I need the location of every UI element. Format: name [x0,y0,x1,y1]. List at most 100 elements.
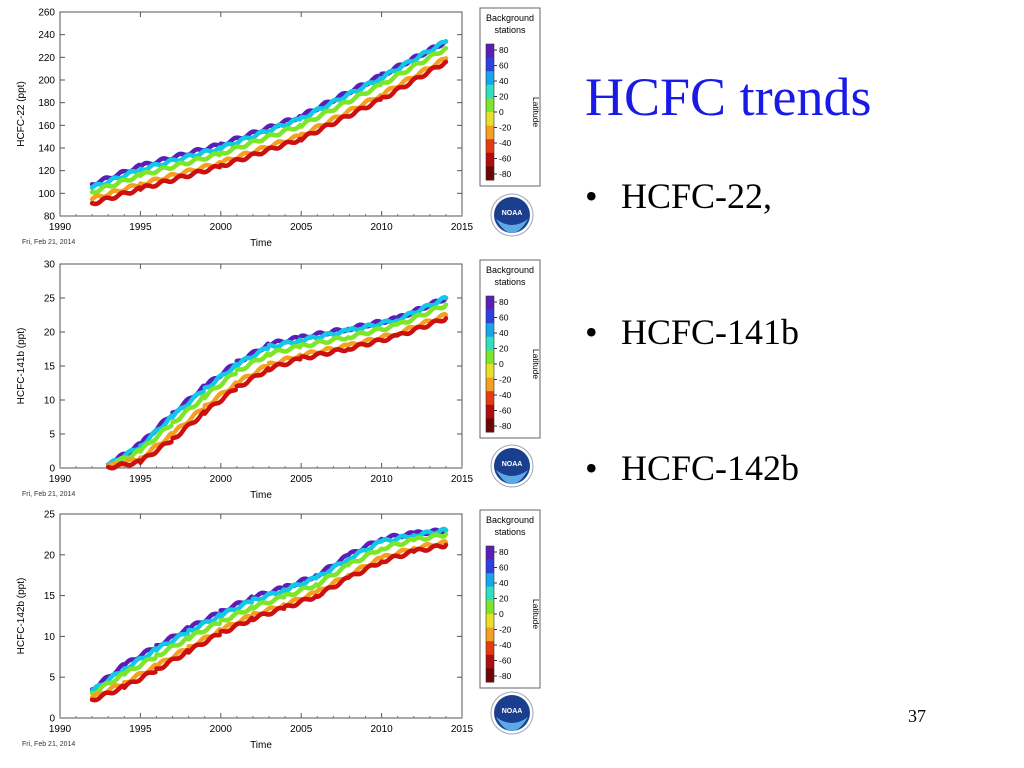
data-point [443,528,449,533]
colorbar-segment [486,84,494,99]
data-point [169,423,174,429]
x-tick-label: 2010 [370,222,393,233]
data-point [443,56,449,61]
colorbar-tick-label: -60 [499,656,512,666]
x-tick-label: 2005 [290,724,313,735]
data-point [443,312,449,318]
data-series-3 [89,532,449,696]
x-tick-label: 1990 [49,222,72,233]
colorbar-segment [486,546,494,561]
y-tick-label: 260 [38,8,55,19]
colorbar-tick-label: 40 [499,578,509,588]
y-tick-label: 5 [49,430,55,441]
colorbar-tick-label: -80 [499,421,512,431]
plot-frame [59,11,463,217]
legend-title-line1: Background [486,515,534,525]
chart-hcfc142b: 1990 1995 2000 2005 2010 20150510152025TimeHC… [16,509,541,751]
colorbar-tick-label: -60 [499,406,512,416]
y-tick-label: 25 [44,294,56,305]
x-tick-label: 2000 [210,474,233,485]
colorbar-segment [486,364,494,379]
legend: Backgroundstations806040200-20-40-60-80L… [479,259,541,439]
y-tick-label: 0 [49,714,55,725]
colorbar-segment [486,404,494,419]
date-stamp: Fri, Feb 21, 2014 [22,239,75,246]
colorbar-tick-label: 60 [499,61,509,71]
legend-title-line1: Background [486,265,534,275]
y-axis-label: HCFC-22 (ppt) [16,81,27,147]
x-tick-label: 2005 [290,222,313,233]
y-tick-label: 20 [44,328,56,339]
colorbar-segment [486,586,494,601]
y-tick-label: 5 [49,673,55,684]
chart-panel-hcfc141b: 1990 1995 2000 2005 2010 2015 0 5 10 15 20 25 30 Time… [0,256,545,508]
y-tick-label: 15 [44,362,56,373]
colorbar-tick-label: 0 [499,107,504,117]
y-tick-label: 200 [38,76,55,87]
x-axis-label: Time [250,238,272,249]
colorbar-tick-label: -40 [499,390,512,400]
colorbar-segment [486,377,494,392]
x-tick-label: 1995 [129,222,152,233]
colorbar-tick-label: 20 [499,92,509,102]
colorbar-tick-label: -40 [499,138,512,148]
y-tick-label: 180 [38,98,55,109]
colorbar-tick-label: -40 [499,640,512,650]
data-point [217,621,222,626]
legend-axis-label: Latitude [531,349,541,380]
chart-panel-hcfc22: 1990 1995 2000 2005 2010 2015 80 100 120 140 160 18… [0,4,545,256]
slide-title: HCFC trends [585,67,872,127]
y-tick-label: 10 [44,632,56,643]
x-tick-label: 2010 [370,724,393,735]
data-series-5 [89,59,449,207]
colorbar-segment [486,296,494,311]
x-tick-label: 2000 [210,222,233,233]
colorbar-segment [486,166,494,181]
legend-title-line2: stations [494,25,526,35]
y-tick-label: 80 [44,212,56,223]
colorbar-segment [486,71,494,86]
x-tick-label: 2015 [451,724,474,735]
colorbar-tick-label: 40 [499,328,509,338]
data-point [443,45,449,51]
y-tick-label: 160 [38,121,55,132]
colorbar-tick-label: -20 [499,625,512,635]
data-point [185,631,190,637]
data-point [169,439,174,445]
colorbar-segment [486,627,494,642]
colorbar-segment [486,573,494,588]
date-stamp: Fri, Feb 21, 2014 [22,741,75,748]
svg-text:NOAA: NOAA [502,210,523,217]
colorbar-segment [486,559,494,574]
x-tick-label: 2015 [451,474,474,485]
colorbar-tick-label: 0 [499,609,504,619]
data-point [233,387,239,393]
legend: Backgroundstations806040200-20-40-60-80L… [479,7,541,187]
colorbar-segment [486,323,494,338]
y-tick-label: 25 [44,510,56,521]
colorbar-segment [486,152,494,167]
colorbar-tick-label: 40 [499,76,509,86]
svg-text:NOAA: NOAA [502,461,523,468]
data-point [233,371,239,376]
colorbar-tick-label: 80 [499,547,509,557]
noaa-logo-icon: NOAA [490,444,534,488]
x-tick-label: 2005 [290,474,313,485]
colorbar-segment [486,350,494,365]
colorbar-segment [486,336,494,351]
x-axis-label: Time [250,740,272,751]
colorbar-segment [486,309,494,324]
data-point [201,389,206,394]
y-tick-label: 15 [44,591,56,602]
legend-axis-label: Latitude [531,599,541,630]
data-point [443,532,449,537]
data-series-3 [105,302,449,469]
colorbar-segment [486,614,494,629]
y-axis-label: HCFC-141b (ppt) [16,328,27,405]
colorbar-tick-label: -60 [499,154,512,164]
data-point [443,302,449,308]
colorbar-segment [486,418,494,433]
chart-hcfc141b: 1990 1995 2000 2005 2010 2015051015202530Time… [16,259,541,501]
bullet-label: HCFC-141b [621,312,800,352]
y-tick-label: 10 [44,396,56,407]
